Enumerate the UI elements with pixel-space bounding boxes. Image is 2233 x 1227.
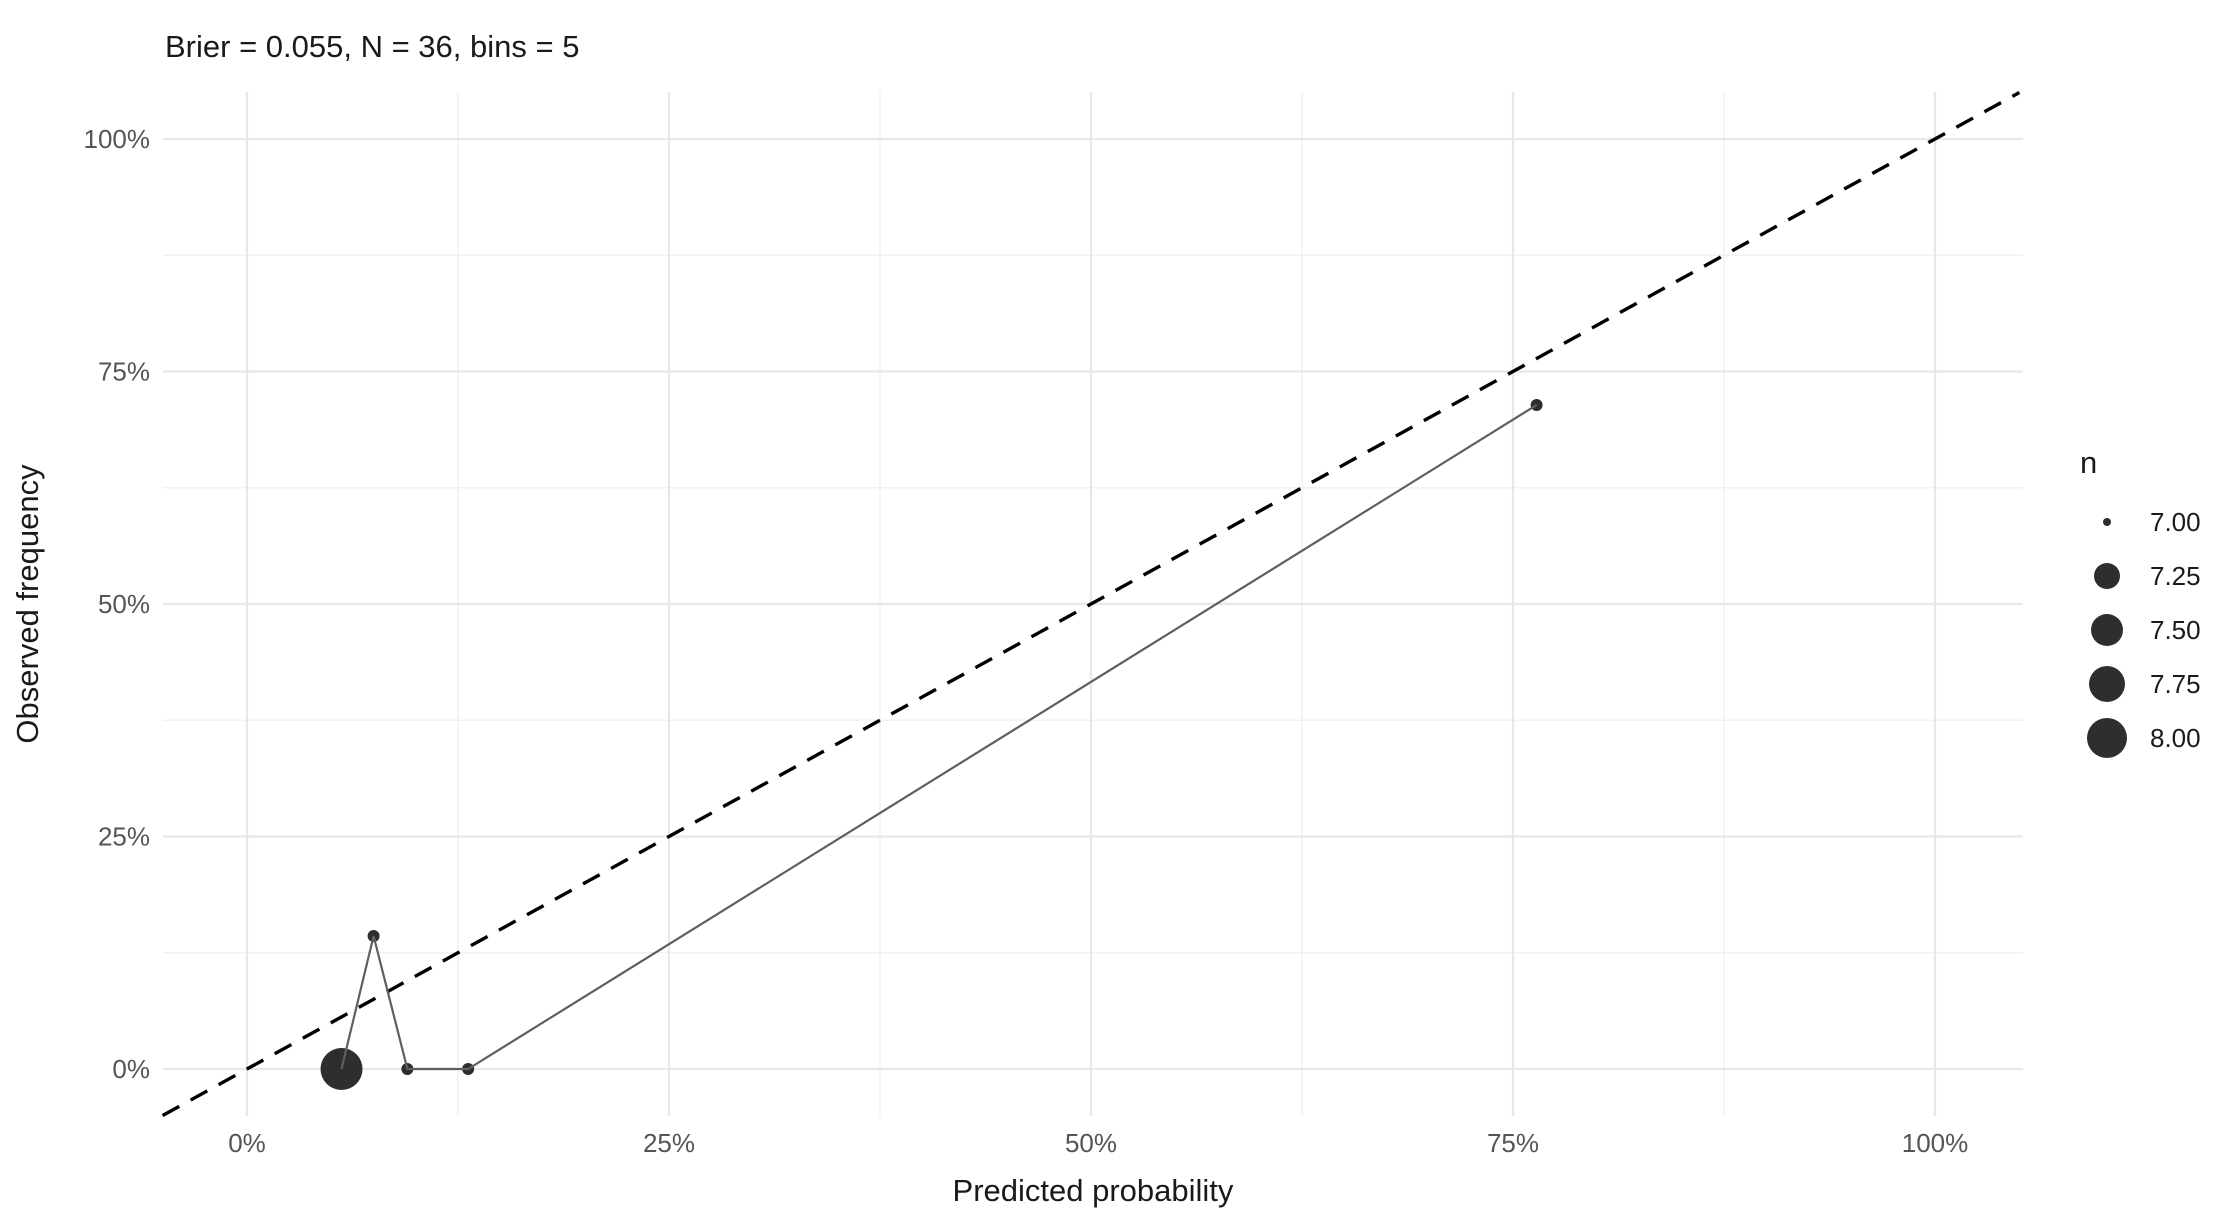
plot-title: Brier = 0.055, N = 36, bins = 5 <box>165 29 579 64</box>
y-tick-label: 50% <box>98 589 150 619</box>
legend-title: n <box>2080 445 2097 480</box>
legend-entry-label: 7.25 <box>2150 561 2201 591</box>
legend-entry-label: 7.00 <box>2150 507 2201 537</box>
chart-layers: 0% 25% 50% 75% 100% 0% 25% 50% 75% 100% 7.00 7.25 7.… <box>84 91 2201 1158</box>
y-tick-label: 75% <box>98 357 150 387</box>
x-tick-label: 100% <box>1902 1128 1969 1158</box>
legend-entry-label: 7.75 <box>2150 669 2201 699</box>
legend-entry-label: 7.50 <box>2150 615 2201 645</box>
legend-key-circle <box>2103 518 2111 526</box>
calibration-line <box>340 404 1538 1071</box>
x-axis-title: Predicted probability <box>953 1173 1234 1208</box>
legend-entry-label: 8.00 <box>2150 723 2201 753</box>
identity-line <box>161 91 2021 1117</box>
y-tick-label: 0% <box>112 1054 150 1084</box>
legend-key-circle <box>2091 614 2123 646</box>
x-tick-label: 0% <box>228 1128 266 1158</box>
x-tick-label: 75% <box>1487 1128 1539 1158</box>
y-tick-label: 25% <box>98 822 150 852</box>
legend-key-circle <box>2087 718 2127 758</box>
y-tick-label: 100% <box>84 124 151 154</box>
legend-key-circle <box>2094 563 2120 589</box>
y-axis-title: Observed frequency <box>10 464 45 744</box>
x-tick-label: 50% <box>1065 1128 1117 1158</box>
legend-key-circle <box>2089 666 2125 702</box>
data-point <box>1530 398 1543 411</box>
x-tick-label: 25% <box>643 1128 695 1158</box>
